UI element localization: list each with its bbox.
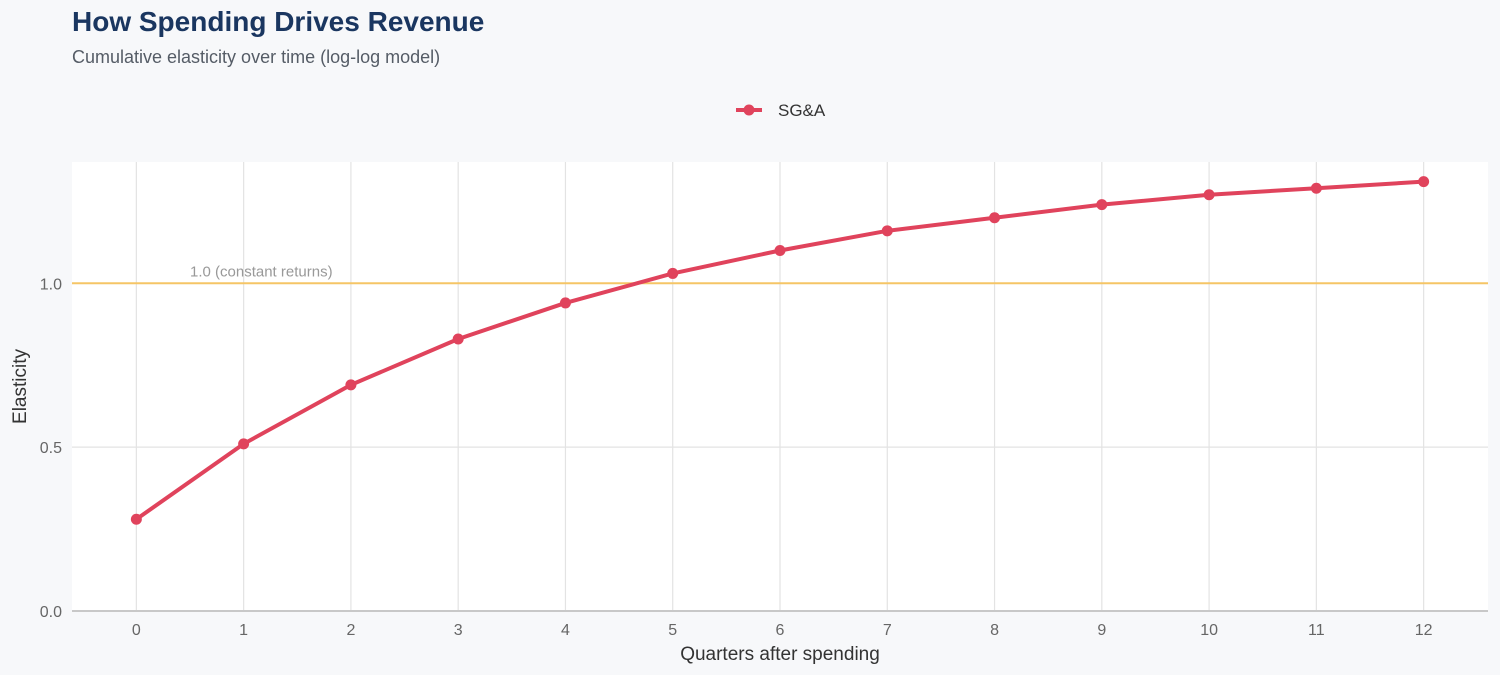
y-tick-label: 1.0 [40, 276, 62, 293]
chart-title: How Spending Drives Revenue [72, 6, 485, 37]
data-point [774, 244, 786, 256]
legend-label: SG&A [778, 101, 826, 120]
data-point [989, 212, 1001, 224]
x-tick-label: 7 [883, 622, 892, 639]
y-axis-title: Elasticity [10, 349, 31, 424]
data-point [1310, 182, 1322, 194]
data-point [559, 297, 571, 309]
x-tick-label: 8 [990, 622, 999, 639]
x-tick-label: 12 [1415, 622, 1433, 639]
x-tick-label: 6 [776, 622, 785, 639]
x-tick-label: 11 [1308, 622, 1325, 639]
data-point [345, 379, 357, 391]
x-axis-title: Quarters after spending [680, 644, 880, 665]
data-point [1418, 176, 1430, 188]
data-point [667, 267, 679, 279]
x-tick-label: 10 [1200, 622, 1218, 639]
series-layer [130, 176, 1430, 525]
data-point [130, 513, 142, 525]
x-tick-label: 4 [561, 622, 570, 639]
data-point [881, 225, 893, 237]
legend: SG&A [736, 101, 826, 120]
x-tick-label: 5 [668, 622, 677, 639]
data-point [238, 438, 250, 450]
x-tick-label: 9 [1097, 622, 1106, 639]
reference-line-label: 1.0 (constant returns) [190, 263, 333, 280]
data-point [1203, 189, 1215, 201]
data-point [1096, 199, 1108, 211]
x-tick-label: 2 [346, 622, 355, 639]
y-tick-label: 0.0 [40, 604, 62, 621]
y-axis-ticks: 0.0 0.5 1.0 [40, 276, 62, 621]
x-tick-label: 3 [454, 622, 463, 639]
x-tick-label: 1 [239, 622, 248, 639]
data-point [452, 333, 464, 345]
legend-swatch-marker [743, 104, 755, 116]
y-tick-label: 0.5 [40, 440, 62, 457]
x-axis-ticks: 0 1 2 3 4 5 6 7 8 9 10 11 12 [132, 622, 1433, 639]
x-tick-label: 0 [132, 622, 141, 639]
chart-subtitle: Cumulative elasticity over time (log-log… [72, 47, 441, 67]
